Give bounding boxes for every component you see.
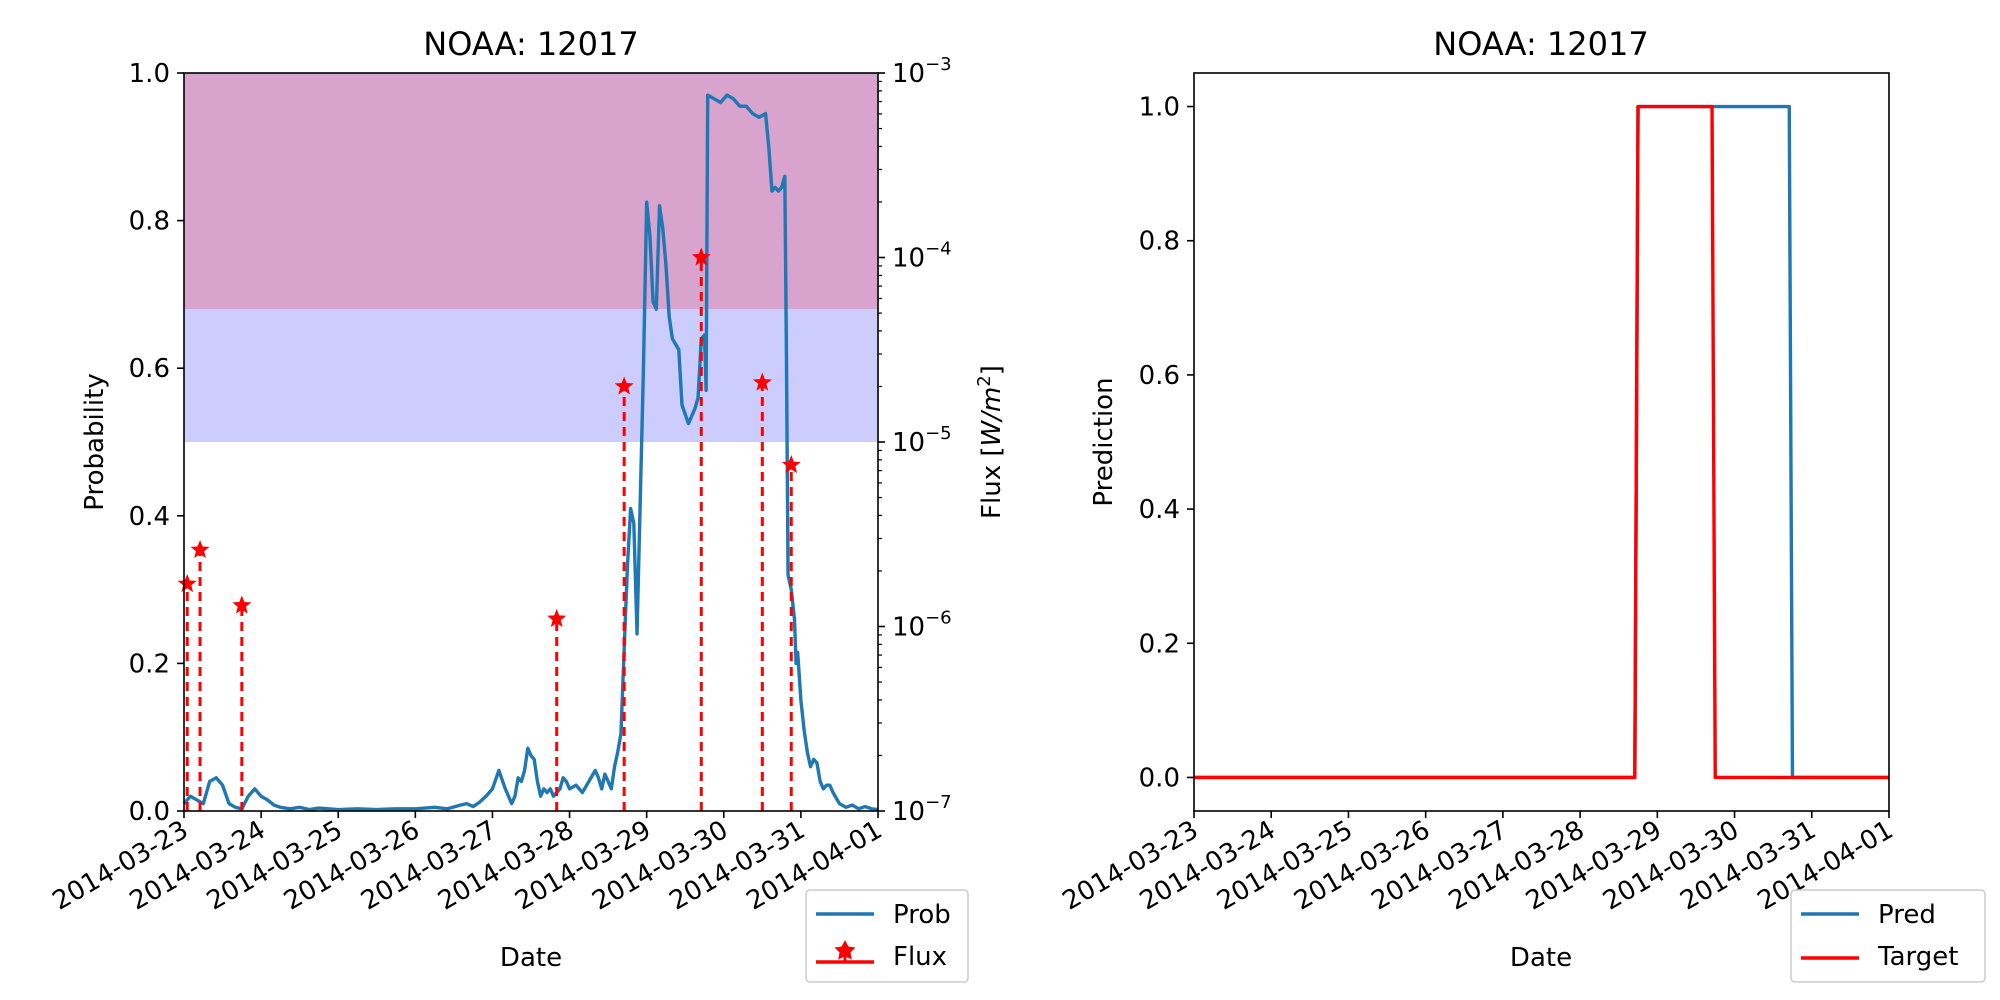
left-y-axis-label: Probability	[80, 373, 110, 510]
y2-tick-base-0: 10	[892, 797, 925, 827]
right-legend: Pred Target	[1790, 889, 1986, 983]
pred-series-line	[1194, 104, 1889, 780]
y-tick-label-4: 0.8	[1139, 227, 1180, 257]
left-legend-prob-label: Prob	[893, 900, 951, 930]
target-series-line	[1194, 104, 1889, 780]
right-y-axis-label: Prediction	[1089, 377, 1119, 506]
y-tick-label-3: 0.6	[1139, 361, 1180, 391]
y-tick-label-2: 0.4	[1139, 495, 1180, 525]
y2-tick-base-3: 10	[892, 244, 925, 274]
y-tick-label-0: 0.0	[129, 797, 170, 827]
right-legend-pred-label: Pred	[1878, 900, 1936, 930]
y2-tick-base-2: 10	[892, 428, 925, 458]
right-y-ticks: 0.0 0.2 0.4 0.6 0.8 1.0	[1139, 93, 1194, 793]
right-plot-area	[1194, 104, 1889, 780]
y2-tick-label-4: 10−3	[892, 54, 952, 89]
y2-tick-exp-4: −3	[925, 54, 952, 75]
left-legend: Prob Flux	[805, 889, 969, 983]
probability-band-1	[184, 73, 878, 310]
y-tick-label-1: 0.2	[1139, 629, 1180, 659]
left-y2-label-exp: 2	[974, 375, 995, 386]
y-tick-label-0: 0.0	[1139, 763, 1180, 793]
flux-marker-7	[781, 455, 801, 474]
flux-marker-5	[691, 247, 711, 266]
left-legend-flux-label: Flux	[893, 942, 947, 972]
right-x-axis-label: Date	[1510, 943, 1572, 973]
left-chart-title: NOAA: 12017	[423, 25, 638, 63]
y2-tick-label-1: 10−6	[892, 608, 952, 643]
y2-tick-label-2: 10−5	[892, 423, 952, 458]
left-x-axis-label: Date	[500, 943, 562, 973]
flux-marker-1	[190, 539, 210, 559]
left-legend-flux-star	[834, 940, 856, 960]
right-legend-target-label: Target	[1877, 942, 1958, 972]
y2-tick-label-0: 10−7	[892, 792, 952, 827]
left-chart: 2014-03-232014-03-242014-03-252014-03-26…	[48, 25, 1008, 983]
y-tick-label-2: 0.4	[129, 502, 170, 532]
flux-marker-3	[547, 608, 567, 627]
flux-marker-2	[232, 595, 252, 614]
flux-marker-0	[177, 573, 197, 593]
y2-tick-base-4: 10	[892, 59, 925, 89]
y2-tick-exp-3: −4	[925, 239, 952, 260]
right-x-ticks: 2014-03-232014-03-242014-03-252014-03-26…	[1058, 811, 1899, 917]
prob-series-line	[182, 93, 879, 812]
y-tick-label-5: 1.0	[1139, 93, 1180, 123]
y-tick-label-1: 0.2	[129, 649, 170, 679]
left-probability-bands	[184, 73, 878, 442]
probability-band-0	[184, 309, 878, 442]
y-tick-label-3: 0.6	[129, 354, 170, 384]
left-x-ticks: 2014-03-232014-03-242014-03-252014-03-26…	[48, 811, 888, 917]
flux-stems	[177, 247, 801, 811]
left-y2-label-unit: W/m	[977, 387, 1007, 447]
right-chart: 2014-03-232014-03-242014-03-252014-03-26…	[1058, 25, 1986, 983]
y2-tick-base-1: 10	[892, 613, 925, 643]
left-plot-area	[177, 93, 879, 812]
left-y2-axis-label: Flux [W/m2]	[974, 365, 1008, 519]
y2-tick-label-3: 10−4	[892, 239, 952, 274]
left-y-ticks: 0.0 0.2 0.4 0.6 0.8 1.0	[129, 59, 184, 827]
left-y2-label-base: Flux [	[977, 446, 1007, 518]
right-chart-title: NOAA: 12017	[1433, 25, 1648, 63]
flux-marker-6	[752, 372, 772, 391]
y2-tick-exp-1: −6	[925, 608, 952, 629]
flux-marker-4	[614, 376, 634, 395]
y-tick-label-5: 1.0	[129, 59, 170, 89]
left-y2-label-close: ]	[977, 365, 1007, 375]
left-y2-ticks: 10−710−610−510−410−3	[878, 54, 952, 827]
right-axes-frame	[1193, 72, 1890, 812]
y-tick-label-4: 0.8	[129, 207, 170, 237]
y2-tick-exp-0: −7	[925, 792, 952, 813]
y2-tick-exp-2: −5	[925, 423, 952, 444]
